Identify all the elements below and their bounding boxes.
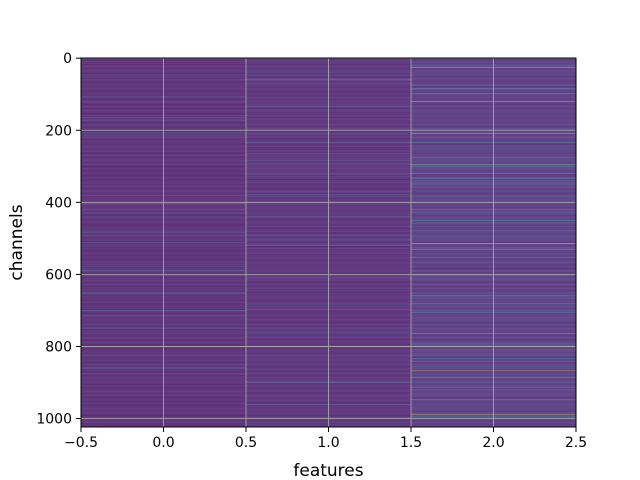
x-tick-label: 2.0	[482, 435, 504, 451]
y-tick-label: 400	[45, 195, 72, 211]
x-axis-label: features	[293, 461, 363, 480]
x-tick-label: 1.0	[317, 435, 339, 451]
x-tick-label: 2.5	[565, 435, 587, 451]
x-tick-label: 1.5	[400, 435, 422, 451]
y-tick-label: 1000	[36, 412, 72, 428]
y-axis-label: channels	[7, 204, 27, 280]
x-tick-label: 0.0	[152, 435, 174, 451]
y-axis-ticks: 0 200 400 600 800 1000	[36, 51, 81, 428]
x-tick-label: 0.5	[235, 435, 257, 451]
x-axis-ticks: −0.5 0.0 0.5 1.0 1.5 2.0 2.5	[64, 427, 587, 451]
y-tick-label: 800	[45, 339, 72, 355]
y-tick-label: 200	[45, 123, 72, 139]
x-tick-label: −0.5	[64, 435, 98, 451]
y-tick-label: 600	[45, 267, 72, 283]
y-tick-label: 0	[63, 51, 72, 67]
